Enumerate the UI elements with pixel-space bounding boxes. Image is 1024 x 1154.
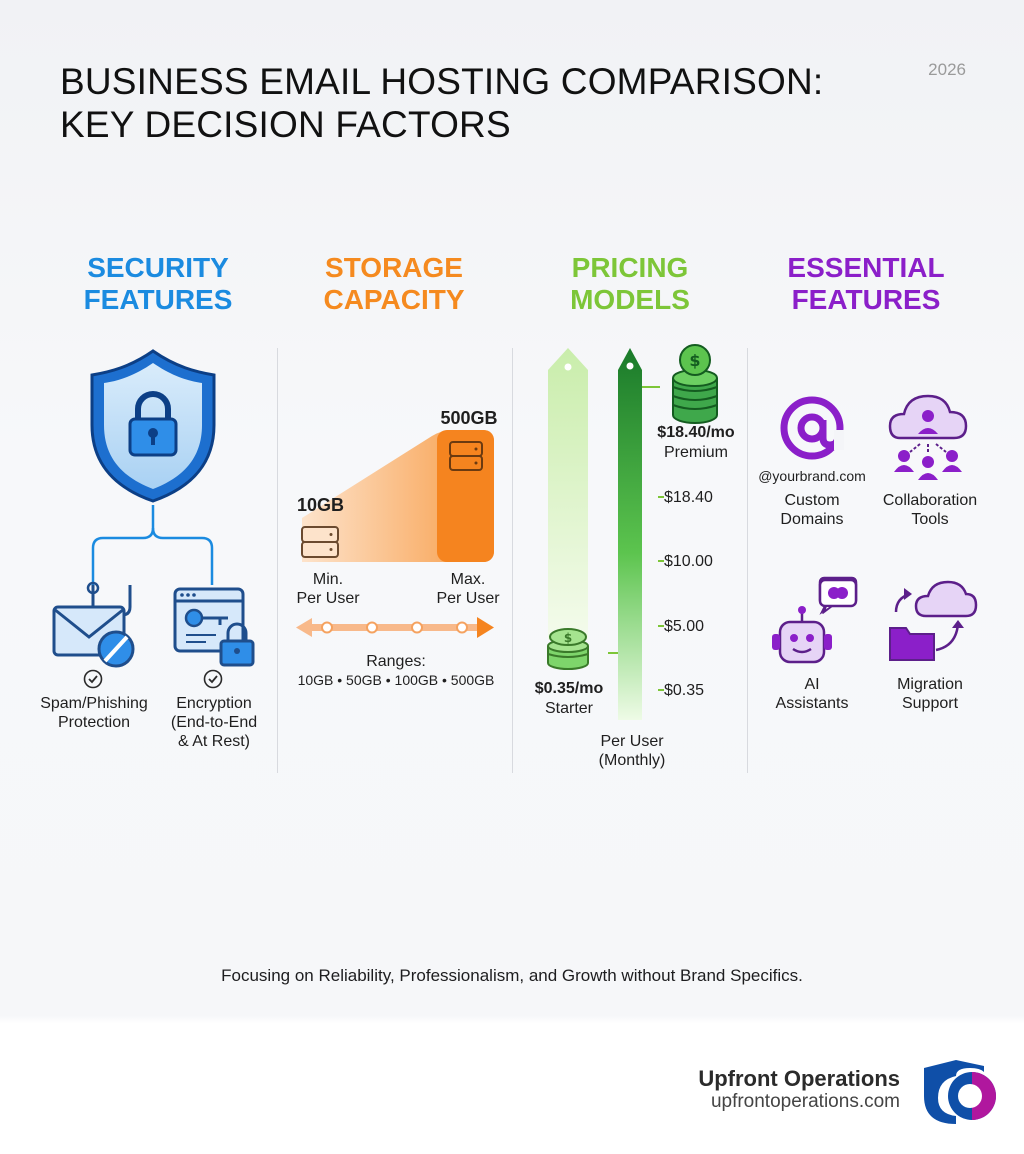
essential-graphic	[772, 394, 978, 664]
brand-url: upfrontoperations.com	[710, 1091, 900, 1112]
check-icon	[203, 669, 223, 689]
server-icon-large	[449, 441, 483, 471]
cloud-team-icon	[888, 394, 968, 480]
page-title: BUSINESS EMAIL HOSTING COMPARISON: KEY D…	[60, 60, 860, 146]
encryption-key-lock-icon	[173, 587, 255, 667]
premium-price-bar	[618, 348, 642, 720]
premium-price: $18.40/mo	[657, 424, 735, 441]
starter-price: $0.35/mo	[534, 680, 604, 697]
migration-support-label: Migration Support	[872, 675, 988, 713]
max-storage-value: 500GB	[440, 408, 498, 428]
pricing-heading-line-1: PRICING	[571, 252, 689, 283]
footer-note: Focusing on Reliability, Professionalism…	[221, 966, 803, 985]
pricing-heading-line-2: MODELS	[570, 284, 690, 315]
pricing-graphic: $ $	[547, 344, 718, 720]
collaboration-tools-label: Collaboration Tools	[872, 491, 988, 529]
connector-lines	[91, 505, 214, 585]
brand-logo-icon	[924, 1060, 996, 1124]
brand-name: Upfront Operations	[698, 1066, 900, 1091]
title-line-2: KEY DECISION FACTORS	[60, 104, 511, 145]
premium-label: Premium	[663, 444, 728, 461]
tag-hole	[626, 362, 634, 370]
label-line: & At Rest)	[177, 733, 251, 750]
label-line: Assistants	[775, 695, 849, 712]
label-line: Encryption	[176, 695, 252, 712]
coin-stack-small-icon: $	[547, 628, 589, 670]
label-line: Min.	[312, 571, 344, 588]
starter-price-bar	[548, 348, 588, 640]
storage-graphic	[296, 430, 494, 638]
price-tick-label: $5.00	[664, 618, 705, 635]
check-icon	[83, 669, 103, 689]
column-divider	[277, 348, 278, 773]
price-axis-ticks	[608, 386, 664, 691]
price-tick-label: $0.35	[664, 682, 705, 699]
price-tick-label: $18.40	[664, 489, 713, 506]
server-icon-small	[301, 526, 339, 558]
label-line: Spam/Phishing	[40, 695, 148, 712]
max-storage-label: Max. Per User	[426, 570, 510, 608]
essential-heading-line-1: ESSENTIAL	[787, 252, 945, 283]
pricing-heading: PRICING MODELS	[512, 252, 748, 316]
label-line: Per User	[600, 733, 664, 750]
storage-range-arrow	[296, 617, 494, 638]
shield-lock-icon	[90, 349, 216, 503]
security-graphic	[52, 349, 255, 668]
column-divider	[747, 348, 748, 773]
title-line-1: BUSINESS EMAIL HOSTING COMPARISON:	[60, 61, 824, 102]
security-heading: SECURITY FEATURES	[40, 252, 276, 316]
essential-heading: ESSENTIAL FEATURES	[748, 252, 984, 316]
column-divider	[512, 348, 513, 773]
storage-ranges-values: 10GB • 50GB • 100GB • 500GB	[297, 672, 495, 688]
starter-label: Starter	[544, 700, 593, 717]
pricing-axis-label: Per User (Monthly)	[580, 732, 684, 770]
ai-assistants-label: AI Assistants	[762, 675, 862, 713]
label-line: Support	[901, 695, 959, 712]
storage-heading-line-1: STORAGE	[325, 252, 463, 283]
security-heading-line-1: SECURITY	[87, 252, 229, 283]
cloud-migration-icon	[889, 580, 978, 661]
essential-heading-line-2: FEATURES	[791, 284, 941, 315]
label-line: Max.	[450, 571, 486, 588]
encryption-label: Encryption (End-to-End & At Rest)	[158, 694, 270, 751]
storage-ranges-title: Ranges:	[366, 653, 426, 670]
min-storage-value: 10GB	[297, 495, 345, 515]
storage-heading: STORAGE CAPACITY	[276, 252, 512, 316]
label-line: (End-to-End	[170, 714, 258, 731]
max-storage-block	[437, 430, 494, 562]
label-line: Tools	[911, 511, 949, 528]
label-line: Collaboration	[882, 492, 978, 509]
brain-chat-bubble-icon	[818, 578, 858, 614]
label-line: Custom	[784, 492, 840, 509]
domain-example: @yourbrand.com	[758, 468, 866, 484]
year-label: 2026	[928, 60, 966, 79]
custom-domains-label: Custom Domains	[762, 491, 862, 529]
phishing-email-icon	[52, 581, 135, 668]
at-sign-icon	[780, 396, 844, 460]
label-line: (Monthly)	[598, 752, 666, 769]
tag-hole	[564, 363, 572, 371]
label-line: Per User	[296, 590, 360, 607]
security-heading-line-2: FEATURES	[83, 284, 233, 315]
storage-heading-line-2: CAPACITY	[323, 284, 465, 315]
coin-stack-large-icon: $	[672, 344, 718, 424]
svg-text:$: $	[564, 631, 572, 645]
price-tick-label: $10.00	[664, 553, 713, 570]
label-line: Protection	[57, 714, 131, 731]
label-line: Migration	[897, 676, 963, 693]
spam-protection-label: Spam/Phishing Protection	[28, 694, 160, 732]
label-line: Per User	[436, 590, 500, 607]
label-line: AI	[804, 676, 820, 693]
label-line: Domains	[780, 511, 844, 528]
min-storage-label: Min. Per User	[286, 570, 370, 608]
svg-text:$: $	[689, 351, 700, 370]
